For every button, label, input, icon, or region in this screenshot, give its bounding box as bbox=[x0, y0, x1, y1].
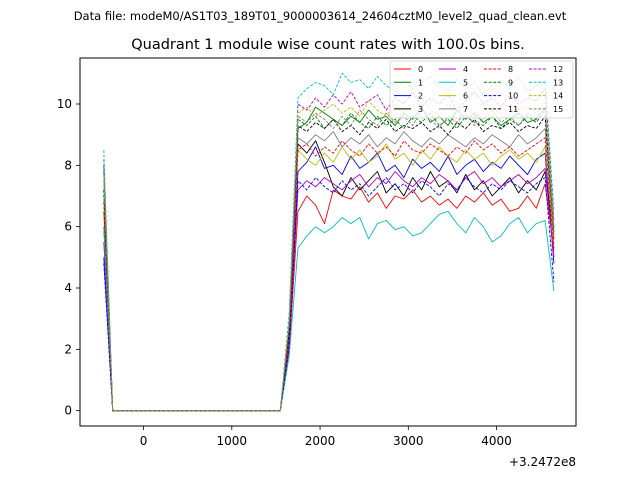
series-line-7 bbox=[103, 128, 555, 412]
legend-label-1: 1 bbox=[418, 78, 423, 87]
series-line-14 bbox=[103, 97, 555, 412]
legend-label-10: 10 bbox=[508, 92, 518, 101]
legend-label-12: 12 bbox=[553, 65, 563, 74]
legend-label-6: 6 bbox=[463, 92, 468, 101]
legend-label-5: 5 bbox=[463, 78, 468, 87]
y-tick-label: 6 bbox=[64, 220, 72, 234]
series-line-1 bbox=[103, 106, 555, 412]
series-line-5 bbox=[103, 210, 555, 412]
legend-box bbox=[389, 60, 574, 119]
series-line-0 bbox=[103, 183, 555, 412]
x-offset-label: +3.2472e8 bbox=[509, 455, 576, 469]
chart-suptitle: Data file: modeM0/AS1T03_189T01_90000036… bbox=[74, 9, 567, 23]
series-line-10 bbox=[103, 177, 555, 412]
y-tick-label: 8 bbox=[64, 158, 72, 172]
x-tick-label: 1000 bbox=[217, 434, 248, 448]
legend-label-0: 0 bbox=[418, 65, 423, 74]
legend-label-7: 7 bbox=[463, 105, 468, 114]
series-line-4 bbox=[103, 167, 555, 412]
legend-label-15: 15 bbox=[553, 105, 563, 114]
series-line-9 bbox=[103, 109, 555, 412]
legend-label-3: 3 bbox=[418, 105, 423, 114]
axes-layer: 0 1000 2000 3000 4000 0 2 4 6 8 10 bbox=[57, 97, 512, 448]
series-line-15 bbox=[103, 106, 555, 412]
x-tick-label: 4000 bbox=[481, 434, 512, 448]
series-line-11 bbox=[103, 115, 555, 412]
plot-frame bbox=[79, 57, 577, 427]
x-tick-label: 2000 bbox=[305, 434, 336, 448]
y-tick-label: 2 bbox=[64, 342, 72, 356]
series-line-12 bbox=[103, 88, 555, 412]
series-line-8 bbox=[103, 137, 555, 412]
chart-title: Quadrant 1 module wise count rates with … bbox=[131, 37, 525, 53]
legend-label-2: 2 bbox=[418, 92, 423, 101]
y-tick-label: 0 bbox=[64, 404, 72, 418]
legend-label-4: 4 bbox=[463, 65, 468, 74]
legend-label-11: 11 bbox=[508, 105, 518, 114]
legend-label-8: 8 bbox=[508, 65, 513, 74]
series-line-6 bbox=[103, 143, 555, 412]
y-tick-label: 10 bbox=[57, 97, 72, 111]
x-tick-label: 3000 bbox=[393, 434, 424, 448]
y-tick-label: 4 bbox=[64, 281, 72, 295]
x-tick-label: 0 bbox=[140, 434, 148, 448]
legend-label-9: 9 bbox=[508, 78, 513, 87]
legend-label-14: 14 bbox=[553, 92, 563, 101]
legend-label-13: 13 bbox=[553, 78, 563, 87]
series-layer bbox=[103, 72, 555, 412]
